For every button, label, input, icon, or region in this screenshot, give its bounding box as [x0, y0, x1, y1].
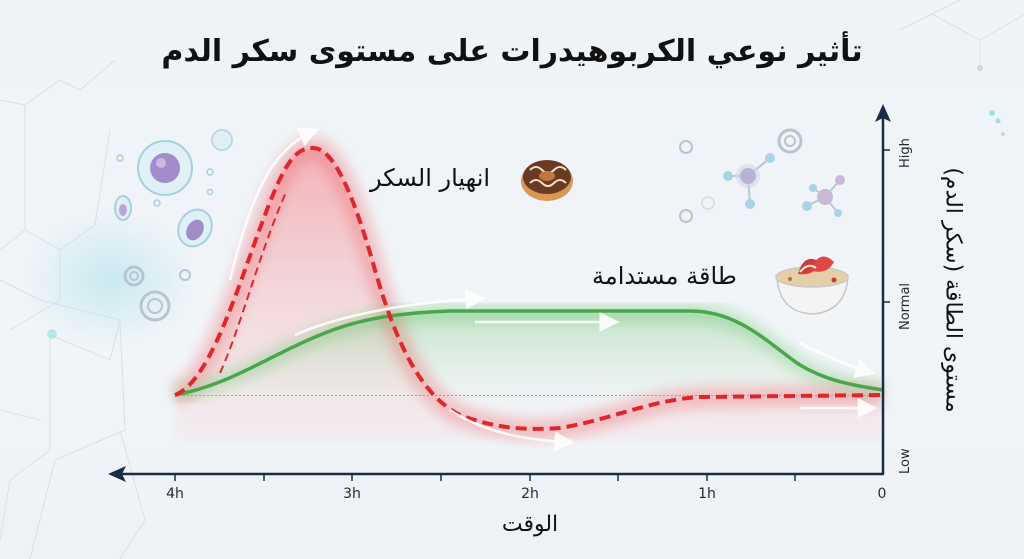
x-tick-3h: 3h — [343, 486, 361, 502]
y-tick-high: High — [898, 138, 913, 168]
red-curve-thin — [219, 189, 288, 374]
y-tick-normal: Normal — [898, 282, 913, 330]
molecule-icons — [701, 153, 845, 217]
y-axis-ticks — [883, 149, 890, 303]
x-axis-label: الوقت — [501, 512, 559, 537]
x-axis-ticks — [174, 474, 796, 481]
chart-title: تأثير نوعي الكربوهيدرات على مستوى سكر ال… — [161, 34, 863, 69]
y-axis-label: مستوى الطاقة (سكر الدم) — [940, 167, 966, 413]
x-tick-1h: 1h — [698, 486, 716, 502]
oatmeal-bowl-icon — [775, 256, 849, 315]
gear-icons — [123, 128, 803, 322]
x-tick-4h: 4h — [166, 486, 184, 502]
cells-illustration — [114, 129, 233, 248]
y-tick-low: Low — [898, 448, 913, 474]
green-curve-sustained — [174, 309, 883, 397]
sustained-annotation-label: طاقة مستدامة — [592, 262, 737, 290]
decor-dot — [1001, 132, 1005, 136]
donut-icon — [521, 160, 573, 201]
crash-annotation-label: انهيار السكر — [370, 164, 491, 192]
decor-dot — [995, 118, 1001, 124]
background-glow — [20, 210, 200, 350]
flow-arrows — [228, 127, 878, 452]
decor-dot — [989, 110, 995, 116]
red-curve-crash — [174, 145, 883, 431]
decor-dot — [977, 65, 983, 71]
x-tick-2h: 2h — [521, 486, 539, 502]
x-axis-arrowhead — [108, 466, 126, 482]
x-tick-0: 0 — [877, 486, 887, 502]
y-axis-arrowhead — [875, 104, 891, 122]
